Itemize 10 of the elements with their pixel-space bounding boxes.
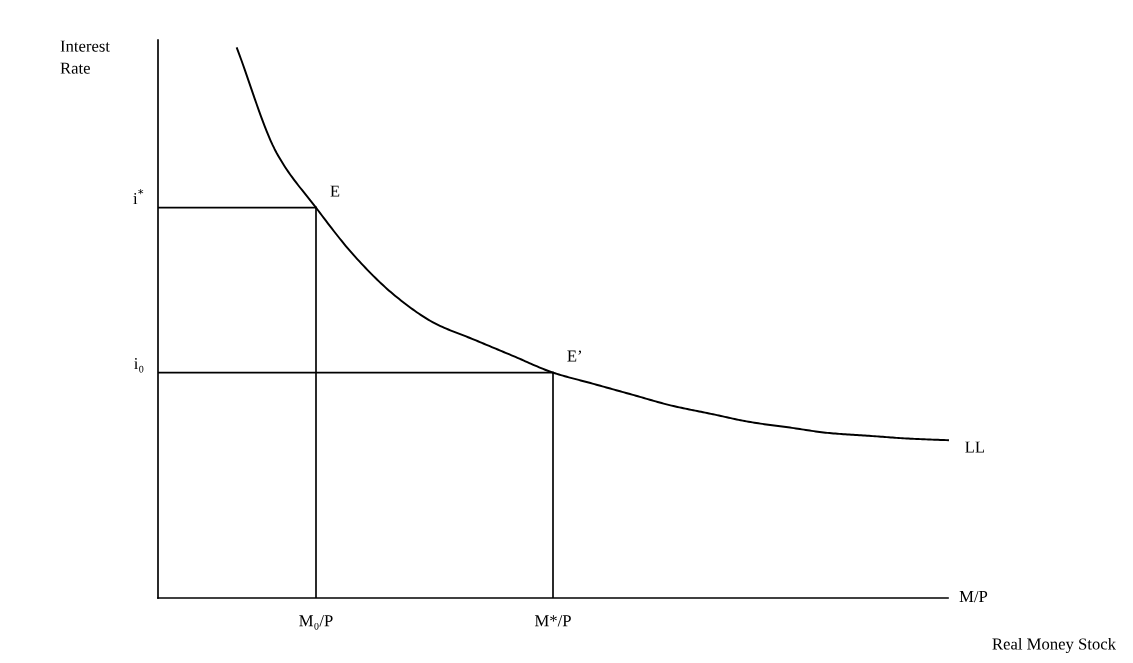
series-label: LL [965, 441, 985, 453]
ref-line-label: i$^{*}$ [133, 188, 144, 204]
text: Real Money Stock [992, 637, 1116, 654]
x-tick-label: M₀/P [299, 615, 333, 630]
annotation: E [330, 185, 340, 197]
annotation: E’ [567, 350, 582, 362]
x-tick-label: M*/P [534, 615, 571, 627]
y-axis-title: Interest Rate [60, 40, 110, 74]
ref-line-label: i₀ [134, 358, 144, 373]
x-axis-title: M/P [959, 591, 988, 603]
